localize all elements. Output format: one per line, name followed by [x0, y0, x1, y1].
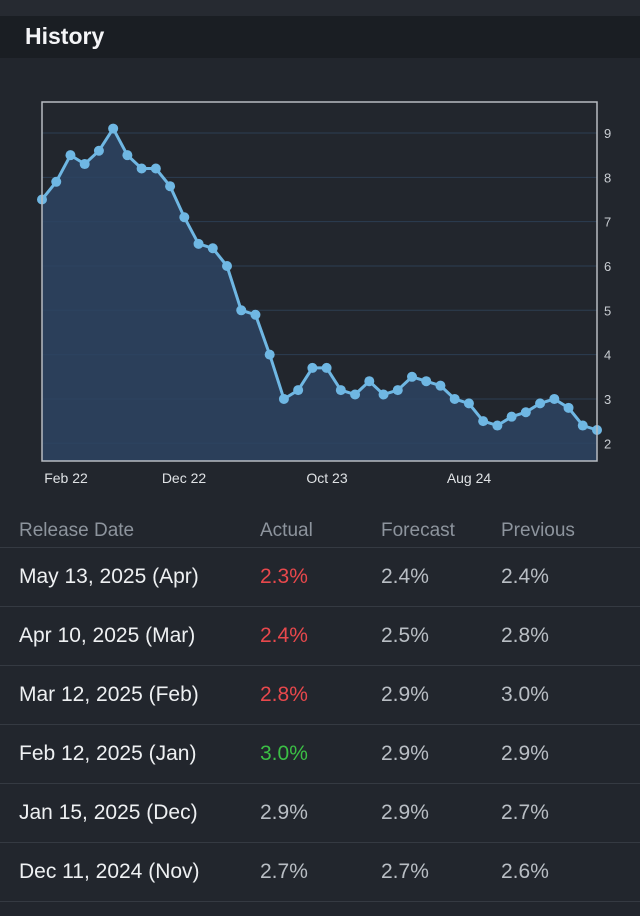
chart-point	[378, 389, 389, 400]
chart-point	[236, 305, 247, 316]
cell-forecast: 2.5%	[381, 624, 429, 647]
cell-previous: 2.7%	[501, 801, 549, 824]
chart-point	[278, 393, 289, 404]
y-tick-label: 7	[604, 215, 611, 230]
y-tick-label: 5	[604, 303, 611, 318]
chart-point	[65, 150, 76, 161]
y-tick-label: 8	[604, 170, 611, 185]
cell-actual: 3.0%	[260, 742, 308, 765]
history-chart[interactable]: 2 3 4 5 6 7 8 9 Feb 22 Dec 22 Oct 23 Aug 24	[0, 58, 640, 498]
table-row[interactable]: Feb 12, 2025 (Jan) 3.0% 2.9% 2.9%	[0, 725, 640, 784]
table-row[interactable]: May 13, 2025 (Apr) 2.3% 2.4% 2.4%	[0, 548, 640, 607]
chart-y-axis: 2 3 4 5 6 7 8 9	[604, 126, 611, 451]
cell-forecast: 2.9%	[381, 742, 429, 765]
table-row[interactable]: Apr 10, 2025 (Mar) 2.4% 2.5% 2.8%	[0, 607, 640, 666]
header-forecast[interactable]: Forecast	[381, 520, 455, 541]
cell-forecast: 2.9%	[381, 683, 429, 706]
y-tick-label: 4	[604, 348, 611, 363]
chart-point	[222, 260, 232, 271]
chart-point	[350, 389, 361, 400]
y-tick-label: 9	[604, 126, 611, 141]
cell-forecast: 2.4%	[381, 565, 429, 588]
cell-actual: 2.4%	[260, 624, 308, 647]
section-header: History	[0, 16, 640, 58]
chart-point	[250, 309, 261, 320]
chart-point	[264, 349, 275, 360]
chart-point	[492, 420, 503, 431]
cell-previous: 2.6%	[501, 860, 549, 883]
cell-release-date: Jan 15, 2025 (Dec)	[19, 801, 198, 824]
chart-x-axis: Feb 22 Dec 22 Oct 23 Aug 24	[44, 470, 491, 486]
chart-point	[293, 385, 304, 396]
chart-point	[93, 145, 104, 156]
chart-point	[136, 163, 147, 174]
cell-actual: 2.8%	[260, 683, 308, 706]
chart-point	[463, 398, 474, 409]
chart-point	[193, 238, 204, 249]
chart-point	[179, 212, 190, 223]
top-strip	[0, 0, 640, 16]
cell-actual: 2.7%	[260, 860, 308, 883]
chart-series-line	[40, 125, 598, 432]
chart-point	[335, 385, 346, 396]
y-tick-label: 6	[604, 259, 611, 274]
y-tick-label: 3	[604, 392, 611, 407]
chart-point	[407, 371, 417, 382]
cell-previous: 2.9%	[501, 742, 549, 765]
chart-point	[364, 376, 375, 387]
chart-point	[307, 362, 318, 373]
cell-actual: 2.9%	[260, 801, 308, 824]
section-title: History	[25, 23, 105, 49]
cell-release-date: May 13, 2025 (Apr)	[19, 565, 199, 588]
header-actual[interactable]: Actual	[260, 520, 313, 541]
table-row[interactable]: Jan 15, 2025 (Dec) 2.9% 2.9% 2.7%	[0, 784, 640, 843]
chart-point	[478, 416, 489, 427]
chart-point	[122, 150, 133, 161]
chart-plot-frame	[41, 101, 598, 462]
chart-point	[150, 163, 161, 174]
cell-release-date: Mar 12, 2025 (Feb)	[19, 683, 199, 706]
x-tick-label: Oct 23	[306, 470, 347, 486]
table-header-row: Release Date Actual Forecast Previous	[0, 510, 640, 548]
chart-points	[37, 123, 602, 435]
header-release-date[interactable]: Release Date	[19, 520, 135, 541]
chart-area-fill	[42, 128, 597, 461]
chart-point	[165, 181, 176, 192]
cell-forecast: 2.9%	[381, 801, 429, 824]
cell-actual: 2.3%	[260, 565, 308, 588]
chart-point	[535, 398, 546, 409]
chart-point	[108, 123, 119, 134]
chart-point	[449, 393, 460, 404]
chart-point	[520, 407, 531, 418]
x-tick-label: Aug 24	[447, 470, 492, 486]
y-tick-label: 2	[604, 436, 611, 451]
chart-point	[392, 385, 403, 396]
x-tick-label: Feb 22	[44, 470, 88, 486]
chart-point	[506, 411, 517, 422]
cell-previous: 2.8%	[501, 624, 549, 647]
chart-point	[435, 380, 446, 391]
chart-point	[577, 420, 588, 431]
cell-forecast: 2.7%	[381, 860, 429, 883]
x-tick-label: Dec 22	[162, 470, 207, 486]
cell-previous: 3.0%	[501, 683, 549, 706]
chart-point	[421, 376, 432, 387]
cell-previous: 2.4%	[501, 565, 549, 588]
chart-point	[321, 362, 332, 373]
chart-point	[207, 243, 218, 254]
chart-point	[563, 402, 574, 413]
history-table: Release Date Actual Forecast Previous Ma…	[0, 510, 640, 902]
chart-point	[79, 159, 90, 170]
cell-release-date: Feb 12, 2025 (Jan)	[19, 742, 197, 765]
chart-point	[549, 393, 560, 404]
cell-release-date: Dec 11, 2024 (Nov)	[19, 860, 200, 883]
header-previous[interactable]: Previous	[501, 520, 575, 541]
chart-point	[51, 176, 62, 187]
table-row[interactable]: Dec 11, 2024 (Nov) 2.7% 2.7% 2.6%	[0, 843, 640, 902]
table-row[interactable]: Mar 12, 2025 (Feb) 2.8% 2.9% 3.0%	[0, 666, 640, 725]
cell-release-date: Apr 10, 2025 (Mar)	[19, 624, 196, 647]
